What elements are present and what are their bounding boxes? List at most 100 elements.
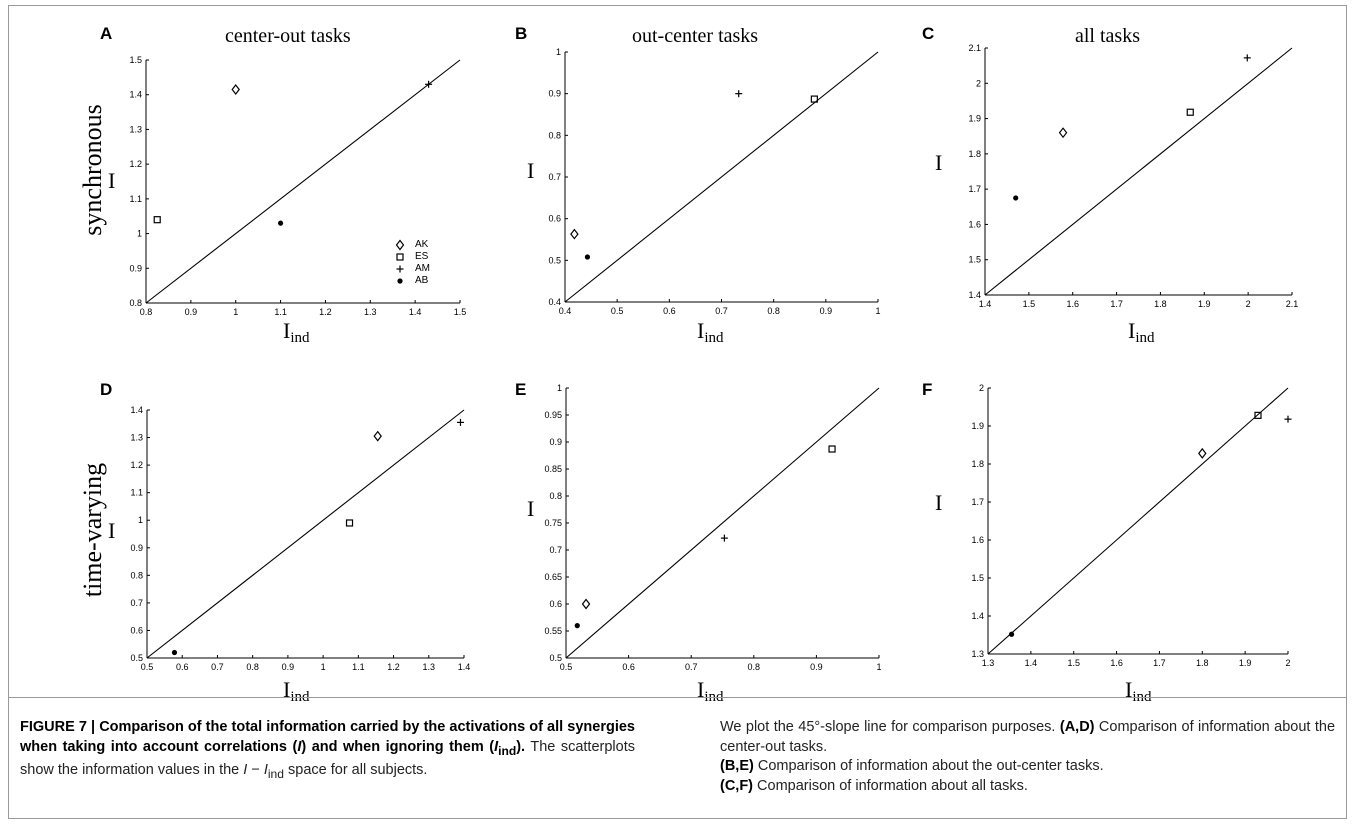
y-tick-label: 0.8 (548, 130, 561, 140)
data-point-ab (277, 220, 284, 226)
x-axis-label: Iind (697, 318, 724, 347)
x-tick-label: 1.1 (352, 662, 365, 672)
y-tick-label: 1.4 (130, 405, 143, 415)
x-tick-label: 0.9 (820, 306, 833, 316)
legend: AK ES AM AB (395, 239, 445, 291)
y-tick-label: 0.5 (130, 653, 143, 663)
data-point-ak (1058, 127, 1068, 139)
data-point-am (456, 418, 464, 426)
x-tick-label: 0.9 (810, 662, 823, 672)
y-tick-label: 0.6 (130, 625, 143, 635)
y-tick-label: 1.9 (971, 421, 984, 431)
square-marker-icon (396, 253, 404, 261)
caption-text-part2: space for all subjects. (283, 761, 428, 778)
y-tick-label: 1.6 (968, 219, 981, 229)
data-point-es (1186, 108, 1194, 116)
y-axis-label: I (527, 496, 535, 521)
caption-left: FIGURE 7 | Comparison of the total infor… (20, 718, 635, 784)
y-tick-label: 1 (557, 383, 562, 393)
data-point-ak (570, 228, 579, 240)
y-tick-label: 0.95 (544, 410, 562, 420)
y-tick-label: 2.1 (968, 43, 981, 53)
caption-title-part1: Comparison of the total information carr… (20, 719, 635, 755)
x-axis-label-sub: ind (1135, 330, 1155, 346)
y-tick-label: 1.3 (130, 433, 143, 443)
data-point-es (1254, 411, 1262, 419)
data-point-ab (1008, 631, 1015, 637)
plus-marker-icon (396, 265, 404, 273)
x-axis-label-main: I (1128, 318, 1136, 343)
y-tick-label: 1.5 (968, 255, 981, 265)
caption-item-cf-label: (C,F) (720, 777, 754, 794)
x-tick-label: 0.6 (622, 662, 635, 672)
x-tick-label: 1.4 (979, 299, 992, 309)
caption-text-var1: I (243, 761, 248, 778)
x-tick-label: 1.8 (1154, 299, 1167, 309)
y-tick-label: 0.7 (548, 172, 561, 182)
x-tick-label: 1 (875, 306, 880, 316)
caption-item-ad-text: Comparison of information about the cent… (720, 719, 1336, 755)
y-axis-label: I (527, 158, 535, 183)
x-tick-label: 0.9 (282, 662, 295, 672)
scatter-plot: 1.3 1.4 1.5 1.6 1.7 1.8 1.9 2 1.3 1.4 1.5 1.6 1.7 1.8… (971, 383, 1292, 668)
y-tick-label: 1 (556, 47, 561, 57)
data-point-am (720, 534, 728, 542)
y-tick-label: 1.2 (129, 159, 142, 169)
x-tick-label: 1.4 (458, 662, 471, 672)
x-tick-label: 1.4 (1025, 658, 1038, 668)
panel-letter: C (922, 24, 935, 43)
y-axis-label: I (108, 518, 116, 543)
legend-label: AB (415, 275, 429, 286)
data-point-ak (1198, 447, 1207, 459)
legend-item-ak: AK (395, 239, 445, 251)
data-point-am (425, 80, 433, 88)
diamond-marker-icon (395, 239, 405, 251)
scatter-plot: 0.8 0.9 1 1.1 1.2 1.3 1.4 1.5 0.8 0.9 1 1.1 1.2 1.3 1.… (129, 55, 467, 317)
x-axis-label: Iind (1128, 318, 1155, 347)
x-axis-label-main: I (283, 677, 291, 702)
y-tick-label: 0.9 (129, 263, 142, 273)
x-tick-label: 1.1 (274, 307, 287, 317)
dot-marker-icon (397, 278, 403, 284)
reference-line-45deg (145, 59, 461, 304)
panel-title: out-center tasks (632, 25, 759, 47)
data-point-es (345, 519, 354, 527)
y-tick-label: 1.3 (129, 124, 142, 134)
x-tick-label: 1.2 (387, 662, 400, 672)
x-tick-label: 1.9 (1198, 299, 1211, 309)
x-tick-label: 1.5 (1023, 299, 1036, 309)
y-tick-label: 0.6 (549, 599, 562, 609)
caption-text-dash: − (247, 761, 264, 778)
x-tick-label: 0.6 (663, 306, 676, 316)
data-point-am (1284, 415, 1292, 423)
x-tick-label: 1.7 (1110, 299, 1123, 309)
caption-title-part2: ) and when ignoring them ( (301, 738, 495, 755)
y-tick-label: 1.4 (971, 611, 984, 621)
y-tick-label: 0.8 (130, 570, 143, 580)
x-tick-label: 1 (233, 307, 238, 317)
x-tick-label: 0.8 (748, 662, 761, 672)
x-axis-label: Iind (283, 318, 310, 347)
x-tick-label: 1.7 (1153, 658, 1166, 668)
x-tick-label: 1.5 (454, 307, 467, 317)
x-tick-label: 0.8 (767, 306, 780, 316)
data-point-am (735, 90, 743, 98)
y-tick-label: 1.8 (968, 149, 981, 159)
y-tick-label: 0.4 (548, 297, 561, 307)
caption-item-cf-text: Comparison of information about all task… (753, 777, 1028, 794)
caption-title-part3: ). (516, 738, 526, 755)
x-tick-label: 1.3 (364, 307, 377, 317)
scatter-plot: 0.5 0.6 0.7 0.8 0.9 1 0.5 0.55 0.6 0.65 0.7 0.75 0.8… (544, 383, 881, 672)
y-tick-label: 1.9 (968, 114, 981, 124)
x-tick-label: 0.5 (611, 306, 624, 316)
data-point-ab (584, 254, 591, 260)
x-tick-label: 0.4 (559, 306, 572, 316)
scatter-plot: 0.4 0.5 0.6 0.7 0.8 0.9 1 0.4 0.5 0.6 0.7 0.8 0.9 1 (548, 47, 880, 316)
y-tick-label: 1.1 (130, 488, 143, 498)
data-point-am (1243, 54, 1251, 62)
y-tick-label: 0.7 (130, 598, 143, 608)
legend-item-ab: AB (395, 275, 445, 287)
x-tick-label: 1.6 (1066, 299, 1079, 309)
x-tick-label: 1.6 (1110, 658, 1123, 668)
panel-title: center-out tasks (225, 25, 351, 47)
